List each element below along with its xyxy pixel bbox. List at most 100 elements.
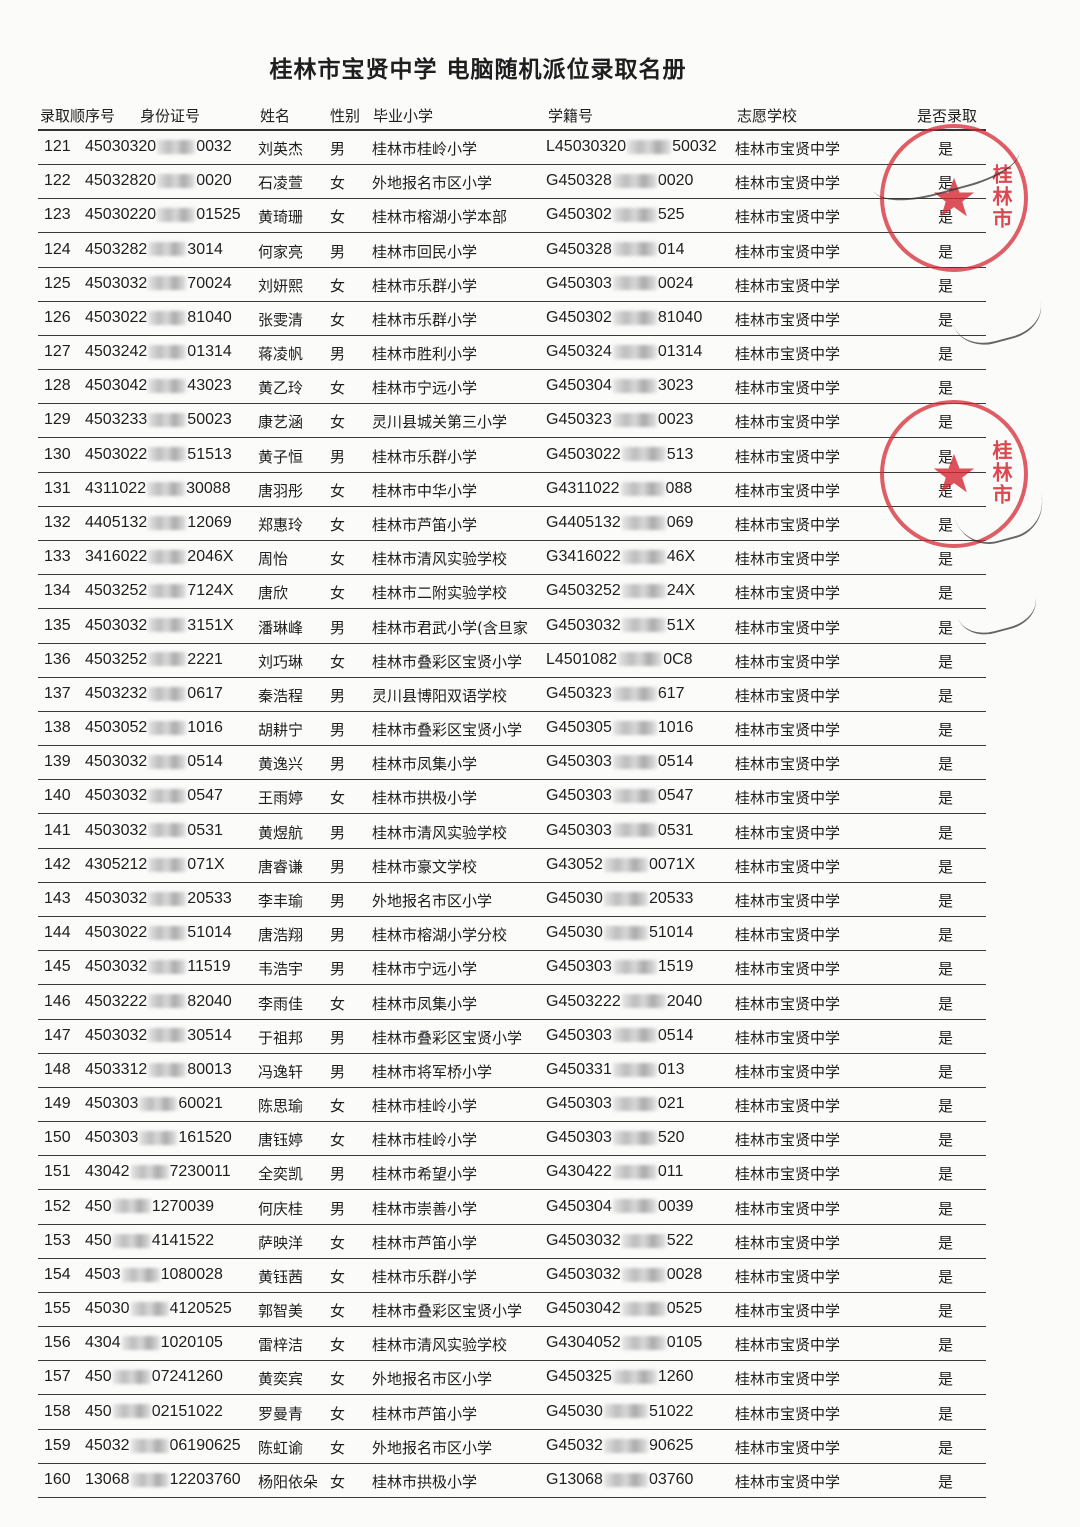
redacted-block — [612, 173, 657, 188]
number-suffix: 3023 — [657, 377, 694, 395]
redacted-block — [612, 720, 657, 735]
number-prefix: G450303 — [546, 753, 612, 771]
cell-gender: 男 — [330, 618, 346, 637]
cell-seq: 154 — [44, 1265, 71, 1283]
redacted-block — [130, 1472, 169, 1487]
cell-name: 王雨婷 — [258, 789, 304, 808]
cell-name: 刘妍熙 — [258, 276, 304, 295]
cell-name: 杨阳依朵 — [258, 1473, 319, 1492]
number-suffix: 0105 — [666, 1334, 703, 1352]
table-row: 151 43042 7230011 全奕凯 男 桂林市希望小学 G430422 011 桂林市宝… — [38, 1155, 986, 1191]
cell-seq: 150 — [44, 1129, 71, 1147]
student-number: G450303 0024 — [546, 275, 693, 293]
seal-text: 桂林市 — [989, 164, 1013, 230]
number-prefix: 4503232 — [85, 684, 148, 702]
number-prefix: 4503252 — [85, 650, 148, 668]
cell-gender: 女 — [330, 515, 346, 534]
cell-school: 桂林市希望小学 — [372, 1165, 478, 1184]
number-suffix: 0020 — [657, 172, 694, 190]
id-number: 450 1270039 — [85, 1198, 214, 1216]
student-number: G450303 0514 — [546, 1027, 693, 1045]
redacted-block — [621, 994, 666, 1009]
student-number: G450303 1519 — [546, 958, 693, 976]
cell-name: 陈思瑜 — [258, 1097, 304, 1116]
redacted-block — [621, 1301, 666, 1316]
redacted-block — [148, 720, 187, 735]
cell-school: 桂林市叠彩区宝贤小学 — [372, 1302, 523, 1321]
redacted-block — [139, 1096, 178, 1111]
table-row: 145 4503032 11519 韦浩宇 男 桂林市宁远小学 G450303 1519 桂林市… — [38, 950, 986, 986]
cell-admitted: 是 — [938, 1062, 954, 1081]
header-admitted: 是否录取 — [917, 107, 978, 125]
cell-gender: 男 — [330, 857, 346, 876]
redacted-block — [612, 960, 657, 975]
redacted-block — [612, 823, 657, 838]
header-gender: 性别 — [330, 107, 361, 125]
id-number: 4503032 3151X — [85, 617, 234, 635]
cell-admitted: 是 — [938, 345, 954, 364]
redacted-block — [148, 686, 187, 701]
number-suffix: 51022 — [648, 1402, 694, 1420]
student-number: G4311022 088 — [546, 480, 692, 498]
redacted-block — [621, 515, 666, 530]
cell-target: 桂林市宝贤中学 — [735, 926, 841, 945]
number-suffix: 81040 — [187, 308, 232, 326]
number-suffix: 011 — [657, 1163, 684, 1181]
redacted-block — [157, 208, 196, 223]
number-suffix: 1020105 — [160, 1334, 223, 1352]
header-seq: 录取顺序号 — [40, 107, 116, 125]
number-suffix: 0547 — [657, 787, 694, 805]
id-number: 4503252 2221 — [85, 651, 223, 669]
id-number: 4503252 7124X — [85, 582, 234, 600]
cell-gender: 女 — [330, 994, 346, 1013]
cell-seq: 149 — [44, 1095, 71, 1113]
redacted-block — [618, 652, 663, 667]
cell-seq: 125 — [44, 274, 71, 292]
redacted-block — [612, 379, 657, 394]
redacted-block — [112, 1233, 151, 1248]
cell-name: 刘英杰 — [258, 140, 304, 158]
cell-admitted: 是 — [938, 721, 954, 740]
cell-gender: 女 — [330, 1097, 346, 1116]
cell-school: 桂林市榕湖小学分校 — [372, 926, 508, 945]
number-suffix: 0032 — [196, 138, 232, 155]
number-prefix: G450303 — [546, 1095, 612, 1113]
cell-school: 桂林市乐群小学 — [372, 276, 478, 295]
redacted-block — [612, 1370, 657, 1385]
official-seal: 桂林市 — [880, 124, 1028, 272]
redacted-block — [603, 925, 648, 940]
cell-target: 桂林市宝贤中学 — [735, 857, 841, 876]
number-prefix: G450302 — [546, 206, 612, 224]
cell-name: 郭智美 — [258, 1302, 304, 1321]
header-xueji: 学籍号 — [548, 107, 594, 125]
cell-name: 韦浩宇 — [258, 960, 304, 979]
table-row: 123 45030220 01525 黄琦珊 女 桂林市榕湖小学本部 G450302 525 桂… — [38, 198, 986, 234]
table-row: 126 4503022 81040 张雯清 女 桂林市乐群小学 G450302 81040 桂林… — [38, 301, 986, 336]
number-prefix: G450302 — [546, 308, 612, 326]
number-suffix: 24X — [666, 582, 696, 600]
table-row: 160 13068 12203760 杨阳依朵女 桂林市拱极小学 G13068 03760 桂… — [38, 1463, 986, 1499]
redacted-block — [612, 208, 657, 223]
student-number: G43052 0071X — [546, 856, 695, 874]
cell-gender: 女 — [330, 1404, 346, 1423]
number-suffix: 2046X — [187, 548, 234, 566]
number-prefix: G4503032 — [546, 616, 621, 634]
table-row: 141 4503032 0531 黄煜航 男 桂林市清风实验学校 G450303 0531 桂林… — [38, 814, 986, 849]
cell-gender: 男 — [330, 447, 346, 466]
number-prefix: 4503282 — [85, 240, 148, 258]
cell-target: 桂林市宝贤中学 — [735, 1233, 841, 1252]
number-suffix: 0C8 — [663, 650, 693, 668]
redacted-block — [621, 1336, 666, 1351]
cell-name: 刘巧琳 — [258, 652, 304, 671]
id-number: 4503232 0617 — [85, 685, 223, 703]
table-row: 122 45032820 0020 石凌萱 女 外地报名市区小学 G450328 0020 桂林… — [38, 164, 986, 200]
number-suffix: 0617 — [187, 684, 223, 702]
number-prefix: G3416022 — [546, 548, 621, 566]
number-suffix: 12203760 — [169, 1471, 241, 1489]
redacted-block — [612, 276, 657, 291]
number-prefix: 450 — [85, 1231, 112, 1249]
student-number: G450331 013 — [546, 1061, 685, 1079]
redacted-block — [148, 584, 187, 599]
document-title: 桂林市宝贤中学 电脑随机派位录取名册 — [269, 57, 687, 83]
number-prefix: G4405132 — [546, 513, 621, 531]
